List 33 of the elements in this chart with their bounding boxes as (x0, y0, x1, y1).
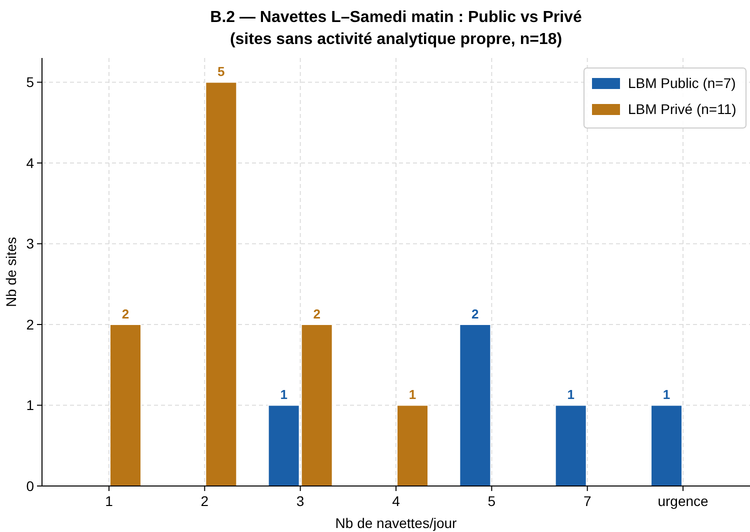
data-label: 1 (408, 387, 416, 402)
x-axis-title: Nb de navettes/jour (335, 515, 458, 531)
y-axis-title: Nb de sites (3, 236, 19, 308)
data-label: 2 (472, 306, 479, 322)
x-tick-label: 3 (296, 493, 304, 509)
chart-title: B.2 — Navettes L–Samedi matin : Public vs Privé (210, 9, 582, 26)
legend-label: LBM Public (n=7) (628, 75, 736, 91)
bar (459, 324, 492, 486)
data-label: 5 (218, 64, 225, 80)
bar (109, 324, 142, 486)
data-label: 2 (122, 306, 130, 322)
y-tick-label: 3 (26, 236, 34, 252)
data-label: 1 (280, 387, 288, 402)
bar (554, 404, 587, 486)
x-tick-label: 7 (583, 493, 592, 509)
y-tick-label: 1 (26, 397, 34, 414)
bar (205, 82, 238, 486)
bar (396, 404, 428, 486)
data-label: 2 (313, 306, 320, 322)
chart-subtitle: (sites sans activité analytique propre, n=18) (230, 31, 562, 48)
bar (650, 404, 683, 486)
x-tick-label: 4 (392, 493, 400, 509)
x-tick-label: 2 (200, 493, 209, 509)
data-label: 1 (662, 387, 670, 402)
y-tick-label: 0 (26, 478, 34, 494)
y-tick-label: 4 (26, 154, 34, 171)
x-tick-label: urgence (658, 493, 709, 509)
legend-label: LBM Privé (n=11) (628, 101, 736, 117)
x-tick-label: 1 (105, 493, 114, 509)
x-tick-label: 5 (488, 493, 496, 509)
y-tick-label: 5 (26, 74, 34, 90)
y-tick-label: 2 (26, 316, 34, 332)
data-label: 1 (567, 387, 574, 402)
